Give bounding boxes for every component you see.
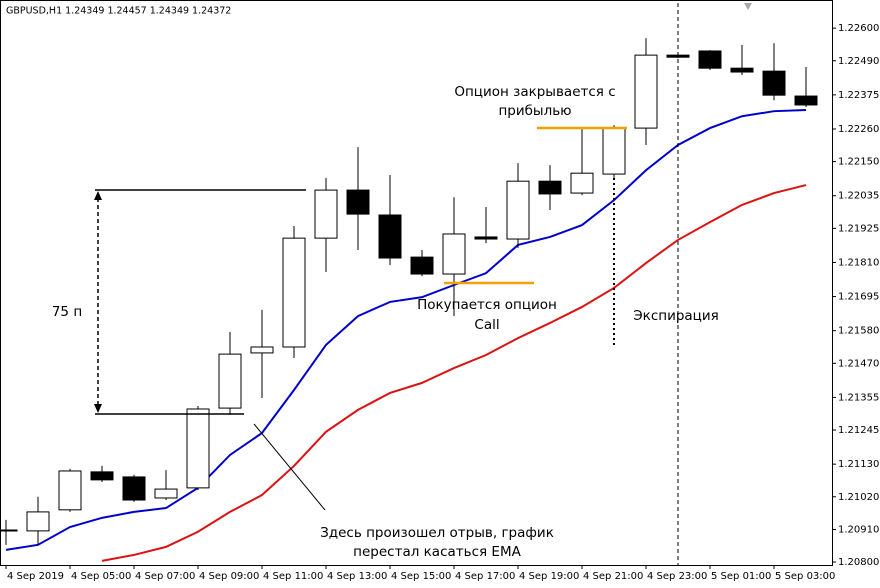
- y-tick-label: 1.21470: [838, 358, 879, 369]
- y-tick-label: 1.21580: [838, 326, 879, 337]
- candle-body: [602, 127, 626, 175]
- y-tick-label: 1.21130: [838, 459, 879, 470]
- y-tick-label: 1.22260: [838, 124, 879, 135]
- y-tick-label: 1.22150: [838, 157, 879, 168]
- y-tick-label: 1.21810: [838, 257, 879, 268]
- candle-body: [538, 180, 562, 195]
- candle-body: [506, 180, 530, 240]
- y-tick-label: 1.20800: [838, 557, 879, 568]
- candle-body: [442, 233, 466, 275]
- candle-body: [410, 256, 434, 275]
- x-tick-label: 4 Sep 13:00: [327, 571, 387, 582]
- close-note: прибылью: [498, 103, 571, 119]
- candle-body: [730, 67, 754, 73]
- x-tick-label: 4 Sep 15:00: [391, 571, 451, 582]
- y-tick-label: 1.22490: [838, 56, 879, 67]
- y-tick-label: 1.21355: [838, 392, 879, 403]
- gap-note: Здесь произошел отрыв, график: [320, 525, 554, 541]
- candle-body: [154, 488, 178, 499]
- candle-body: [762, 70, 786, 96]
- y-tick-label: 1.21245: [838, 425, 879, 436]
- buy-note: Покупается опцион: [417, 297, 557, 313]
- candle-body: [58, 470, 82, 511]
- chart-title: GBPUSD,H1 1.24349 1.24457 1.24349 1.2437…: [6, 6, 231, 17]
- close-note: Опцион закрывается с: [454, 84, 615, 100]
- candle-body: [122, 476, 146, 501]
- candle-body: [794, 95, 818, 106]
- y-tick-label: 1.22600: [838, 23, 879, 34]
- x-tick-label: 4 Sep 11:00: [263, 571, 323, 582]
- x-tick-label: 4 Sep 05:00: [71, 571, 131, 582]
- y-tick-label: 1.21695: [838, 292, 879, 303]
- scroll-marker: [744, 3, 752, 10]
- x-tick-label: 5 Sep 03:00: [775, 571, 835, 582]
- x-tick-label: 4 Sep 23:00: [647, 571, 707, 582]
- pointer-line: [253, 423, 326, 511]
- candle-body: [474, 236, 498, 240]
- y-tick-label: 1.21020: [838, 492, 879, 503]
- buy-note: Call: [474, 317, 499, 333]
- candle-body: [0, 529, 18, 532]
- y-tick-label: 1.22035: [838, 191, 879, 202]
- candle-body: [282, 237, 306, 348]
- candle-body: [26, 511, 50, 532]
- candle-body: [186, 408, 210, 489]
- x-tick-label: 4 Sep 09:00: [199, 571, 259, 582]
- x-tick-label: 4 Sep 07:00: [135, 571, 195, 582]
- expiry-note: Экспирация: [633, 308, 719, 324]
- ema-line: [5, 109, 807, 551]
- range-note: 75 п: [52, 304, 82, 320]
- candle-body: [378, 214, 402, 259]
- x-tick-label: 5 Sep 01:00: [711, 571, 771, 582]
- x-tick-label: 4 Sep 21:00: [583, 571, 643, 582]
- plot-frame: [0, 0, 833, 566]
- candle-body: [698, 50, 722, 69]
- candle-body: [250, 346, 274, 354]
- x-tick-label: 4 Sep 2019: [7, 571, 64, 582]
- candle-body: [346, 189, 370, 215]
- y-tick-label: 1.20910: [838, 524, 879, 535]
- gap-note: перестал касаться EMA: [353, 544, 521, 560]
- y-tick-label: 1.21925: [838, 223, 879, 234]
- candle-body: [570, 172, 594, 194]
- candle-body: [634, 54, 658, 129]
- ema-line: [101, 184, 807, 562]
- y-tick-label: 1.22375: [838, 90, 879, 101]
- candle-body: [314, 189, 338, 239]
- x-tick-label: 4 Sep 17:00: [455, 571, 515, 582]
- candle-body: [90, 471, 114, 481]
- x-tick-label: 4 Sep 19:00: [519, 571, 579, 582]
- candle-body: [218, 353, 242, 409]
